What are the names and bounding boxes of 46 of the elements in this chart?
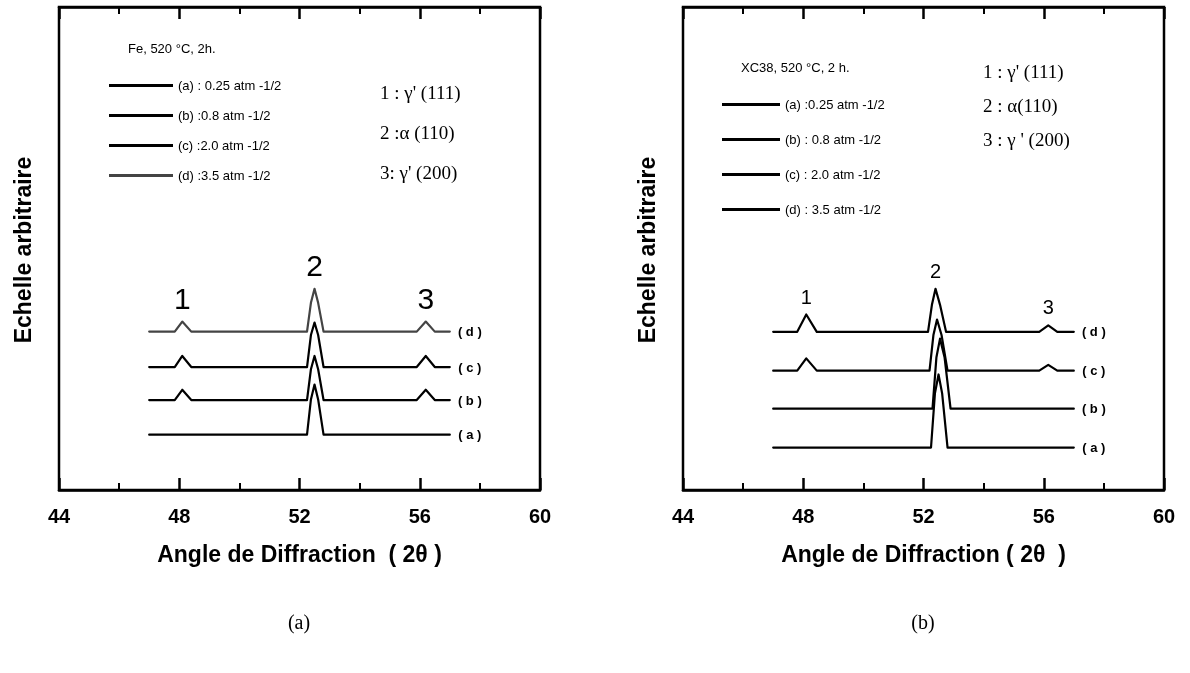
legend-label: (b) :0.8 atm -1/2 bbox=[178, 108, 271, 123]
annotation: 1 bbox=[800, 285, 812, 308]
annotation: ( b ) bbox=[1081, 401, 1106, 417]
x-axis-title: Angle de Diffraction ( 2θ ) bbox=[781, 540, 1066, 567]
x-tick-label: 48 bbox=[792, 505, 815, 527]
x-tick-label: 52 bbox=[912, 505, 935, 527]
legend-title: Fe, 520 °C, 2h. bbox=[128, 40, 216, 56]
x-tick-label: 56 bbox=[408, 505, 431, 527]
text: 2 : α(110) bbox=[983, 94, 1058, 117]
annotation: ( a ) bbox=[1082, 440, 1106, 456]
annotation: 3 bbox=[1042, 296, 1054, 319]
text: (b) bbox=[911, 611, 935, 634]
x-tick-label: 60 bbox=[1152, 505, 1176, 527]
annotation: ( d ) bbox=[1081, 324, 1106, 340]
legend-title: XC38, 520 °C, 2 h. bbox=[741, 59, 850, 75]
x-axis-title: Angle de Diffraction ( 2θ ) bbox=[157, 540, 442, 567]
x-tick-label: 52 bbox=[288, 505, 311, 527]
text: 2 bbox=[929, 259, 942, 282]
annotation: ( c ) bbox=[458, 359, 482, 375]
text: 3 : γ ' (200) bbox=[983, 128, 1070, 151]
legend-label: (d) : 3.5 atm -1/2 bbox=[785, 202, 882, 217]
text: 2 bbox=[306, 249, 323, 283]
annotation: ( c ) bbox=[1082, 363, 1106, 379]
text: (a) bbox=[287, 611, 311, 634]
x-tick-label: 60 bbox=[528, 505, 552, 527]
text: 1 : γ' (111) bbox=[983, 60, 1064, 83]
legend-label: (a) : 0.25 atm -1/2 bbox=[178, 78, 282, 93]
legend-label: (d) :3.5 atm -1/2 bbox=[178, 168, 271, 183]
x-tick-label: 44 bbox=[47, 505, 71, 527]
legend-label: (c) : 2.0 atm -1/2 bbox=[785, 167, 881, 182]
text: 3: γ' (200) bbox=[380, 161, 458, 184]
annotation: 1 bbox=[173, 282, 191, 316]
annotation: ( a ) bbox=[458, 427, 482, 443]
annotation: ( b ) bbox=[457, 392, 482, 408]
legend-label: (b) : 0.8 atm -1/2 bbox=[785, 132, 882, 147]
annotation: ( d ) bbox=[457, 324, 482, 340]
text: 1 : γ' (111) bbox=[380, 81, 461, 104]
x-tick-label: 44 bbox=[671, 505, 695, 527]
y-axis-title: Echelle arbitraire bbox=[634, 156, 660, 344]
y-axis-title: Echelle arbitraire bbox=[10, 156, 36, 344]
text: 2 :α (110) bbox=[380, 121, 455, 144]
x-tick-label: 56 bbox=[1032, 505, 1055, 527]
annotation: 3 bbox=[417, 282, 435, 316]
x-tick-label: 48 bbox=[168, 505, 191, 527]
legend-label: (c) :2.0 atm -1/2 bbox=[178, 138, 270, 153]
legend-label: (a) :0.25 atm -1/2 bbox=[785, 97, 885, 112]
